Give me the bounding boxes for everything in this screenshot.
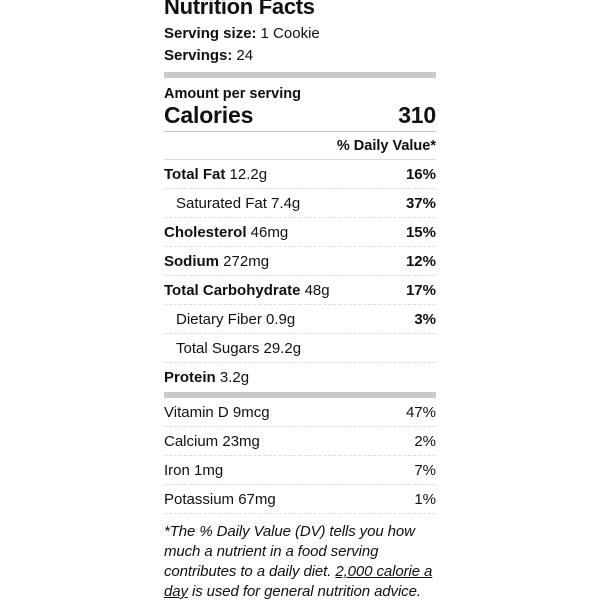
- daily-value-header: % Daily Value*: [164, 132, 436, 160]
- thick-divider-top: [164, 72, 436, 78]
- footnote-underlined-phrase: 2,000 calorie a day: [164, 563, 433, 600]
- daily-value-percent: 15%: [405, 223, 436, 241]
- serving-size-value: 1 Cookie: [260, 25, 320, 42]
- thick-divider-bottom: [164, 392, 436, 398]
- micronutrient-row: Iron 1mg 7%: [164, 456, 436, 485]
- serving-size-row: Serving size: 1 Cookie: [164, 25, 436, 43]
- nutrient-name-amount: Saturated Fat 7.4g: [176, 194, 301, 212]
- daily-value-percent: 3%: [414, 310, 436, 328]
- footnote-text-after: is used for general nutrition advice.: [187, 583, 421, 600]
- micronutrient-row: Vitamin D 9mcg 47%: [164, 398, 436, 427]
- daily-value-percent: 7%: [414, 461, 436, 479]
- nutrient-row: Dietary Fiber 0.9g 3%: [164, 305, 436, 334]
- nutrient-name-amount: Vitamin D 9mcg: [164, 403, 270, 421]
- calories-value: 310: [398, 102, 436, 128]
- daily-value-percent: 17%: [405, 281, 436, 299]
- servings-label: Servings:: [164, 47, 233, 64]
- nutrient-list: Total Fat 12.2g 16% Saturated Fat 7.4g 37% C…: [164, 160, 436, 392]
- nutrient-name-amount: Iron 1mg: [164, 461, 224, 479]
- daily-value-percent: 1%: [414, 490, 436, 508]
- nutrient-row: Cholesterol 46mg 15%: [164, 218, 436, 247]
- nutrient-name-amount: Protein 3.2g: [164, 369, 250, 386]
- servings-value: 24: [236, 47, 254, 64]
- daily-value-percent: 37%: [405, 194, 436, 212]
- daily-value-percent: 12%: [405, 252, 436, 270]
- nutrient-row: Saturated Fat 7.4g 37%: [164, 189, 436, 218]
- daily-value-footnote: *The % Daily Value (DV) tells you how mu…: [164, 522, 436, 600]
- daily-value-percent: 16%: [405, 165, 436, 183]
- nutrient-name-amount: Sodium 272mg: [164, 252, 270, 270]
- micronutrient-row: Calcium 23mg 2%: [164, 427, 436, 456]
- calories-label: Calories: [164, 102, 254, 128]
- nutrient-row: Total Fat 12.2g 16%: [164, 160, 436, 189]
- nutrient-row: Total Carbohydrate 48g 17%: [164, 276, 436, 305]
- amount-per-serving-label: Amount per serving: [164, 86, 301, 102]
- label-column: Nutrition Facts Serving size: 1 Cookie Se…: [164, 0, 436, 600]
- label-title: Nutrition Facts: [164, 0, 315, 19]
- nutrient-name-amount: Total Carbohydrate 48g: [164, 281, 330, 299]
- footnote-text-before: *The % Daily Value (DV) tells you how mu…: [164, 523, 415, 580]
- nutrient-name-amount: Calcium 23mg: [164, 432, 260, 450]
- servings-row: Servings: 24: [164, 47, 436, 65]
- serving-size-label: Serving size:: [164, 25, 257, 42]
- daily-value-percent: 47%: [405, 403, 436, 421]
- nutrient-row: Total Sugars 29.2g: [164, 334, 436, 363]
- nutrient-row: Protein 3.2g: [164, 363, 436, 392]
- nutrient-row: Sodium 272mg 12%: [164, 247, 436, 276]
- daily-value-percent: 2%: [414, 432, 436, 450]
- nutrient-name-amount: Dietary Fiber 0.9g: [176, 310, 296, 328]
- nutrient-name-amount: Cholesterol 46mg: [164, 223, 289, 241]
- nutrient-name-amount: Total Sugars 29.2g: [176, 339, 302, 357]
- nutrient-name-amount: Total Fat 12.2g: [164, 165, 268, 183]
- micronutrient-list: Vitamin D 9mcg 47% Calcium 23mg 2% Iron 1mg 7…: [164, 398, 436, 514]
- nutrient-name-amount: Potassium 67mg: [164, 490, 276, 508]
- calories-row: Calories 310: [164, 103, 436, 132]
- micronutrient-row: Potassium 67mg 1%: [164, 485, 436, 514]
